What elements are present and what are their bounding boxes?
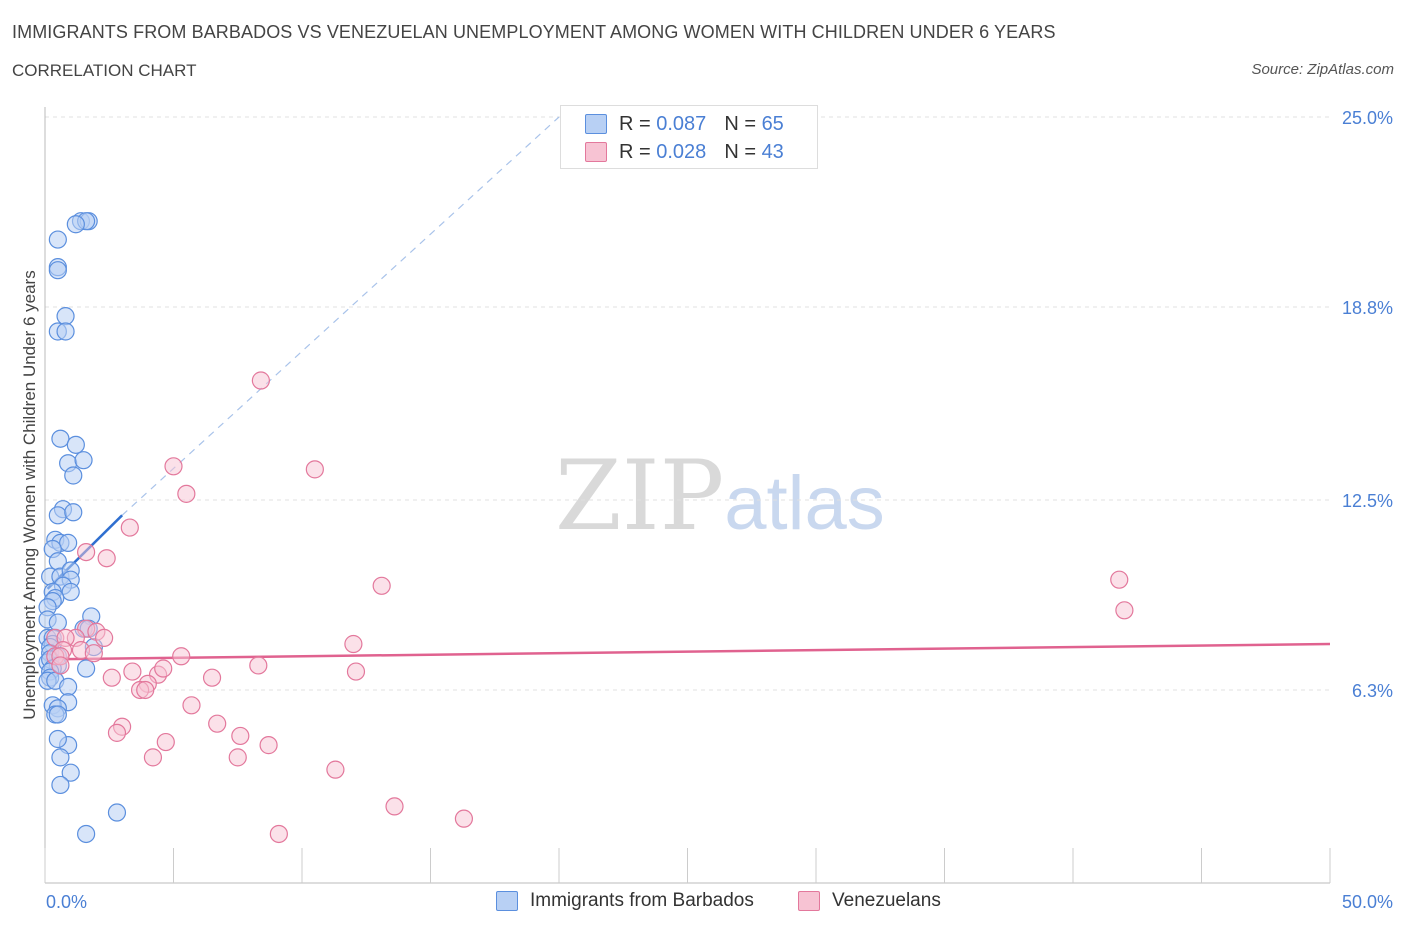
- venezuelan-point: [136, 680, 155, 700]
- barbados-point: [64, 503, 83, 522]
- y-tick-label: 6.3%: [1352, 681, 1393, 701]
- barbados-point: [61, 582, 80, 602]
- venezuelan-point: [344, 634, 363, 654]
- watermark: ZIPatlas: [555, 440, 885, 552]
- watermark-zip: ZIP: [555, 440, 725, 552]
- tick-label-layer: 6.3% 12.5% 18.8% 25.0% 0.0% 50.0%: [46, 108, 1393, 912]
- barbados-point: [66, 215, 85, 234]
- venezuelan-point: [269, 824, 288, 844]
- venezuelan-point: [97, 549, 116, 568]
- venezuelan-point: [143, 748, 163, 767]
- venezuelan-point: [164, 457, 183, 476]
- barbados-point: [59, 533, 78, 552]
- chart-subtitle: CORRELATION CHART: [12, 61, 197, 80]
- legend-swatch-barbados: [585, 114, 607, 134]
- barbados-point: [48, 705, 67, 724]
- venezuelan-point: [123, 662, 142, 681]
- venezuelan-point: [346, 662, 366, 681]
- venezuelan-point: [84, 644, 103, 663]
- legend-r-value: 0.028: [656, 140, 707, 163]
- x-tick-label-min: 0.0%: [46, 892, 87, 912]
- bottom-legend-venezuelans: Venezuelans: [798, 890, 941, 912]
- venezuelan-point: [156, 732, 175, 752]
- venezuelan-point: [249, 656, 268, 675]
- points-layer: [38, 212, 1134, 844]
- venezuelan-point: [454, 809, 474, 828]
- venezuelan-point: [1115, 601, 1134, 620]
- chart-title: IMMIGRANTS FROM BARBADOS VS VENEZUELAN U…: [12, 22, 1056, 42]
- y-tick-label: 25.0%: [1342, 108, 1393, 128]
- venezuelan-point: [154, 659, 173, 678]
- barbados-point: [107, 803, 127, 822]
- barbados-point: [48, 729, 67, 749]
- venezuelan-point: [107, 723, 127, 742]
- barbados-point: [77, 824, 96, 844]
- venezuelan-point: [77, 542, 96, 562]
- venezuelan-point: [326, 760, 345, 779]
- legend-row-venezuelans: R = 0.028 N = 43: [585, 140, 784, 164]
- y-tick-label: 12.5%: [1342, 491, 1393, 511]
- axis-layer: [44, 107, 1331, 884]
- correlation-legend: R = 0.087 N = 65 R = 0.028 N = 43: [560, 105, 818, 169]
- venezuelan-point: [208, 714, 227, 733]
- source-label: Source: ZipAtlas.com: [1251, 61, 1394, 78]
- bottom-legend-swatch-barbados: [496, 891, 518, 911]
- bottom-legend-swatch-venezuelans: [798, 891, 820, 911]
- venezuelan-point: [172, 647, 191, 666]
- barbados-point: [59, 677, 78, 697]
- barbados-point: [48, 261, 67, 280]
- bottom-legend-label-venezuelans: Venezuelans: [832, 890, 941, 911]
- legend-n-label: N =: [724, 140, 756, 163]
- barbados-point: [56, 322, 75, 341]
- trend-layer: [44, 116, 1331, 661]
- legend-n-value: 43: [761, 140, 784, 163]
- legend-n-label: N =: [724, 112, 756, 135]
- venezuelan-point: [251, 371, 270, 390]
- legend-r-label: R =: [619, 140, 651, 163]
- barbados-point: [48, 230, 67, 249]
- watermark-atlas: atlas: [724, 461, 885, 546]
- legend-n-value: 65: [761, 112, 784, 135]
- barbados-point: [61, 763, 80, 782]
- venezuelan-trend-line: [44, 642, 1331, 661]
- venezuelan-point: [259, 736, 278, 755]
- barbados-point: [66, 435, 85, 454]
- barbados-point: [51, 748, 70, 767]
- legend-row-barbados: R = 0.087 N = 65: [585, 112, 784, 136]
- barbados-point: [48, 506, 67, 525]
- venezuelan-point: [231, 726, 250, 746]
- venezuelan-point: [305, 460, 324, 479]
- venezuelan-point: [1110, 570, 1129, 589]
- barbados-point: [77, 659, 96, 678]
- barbados-point: [51, 775, 70, 795]
- x-tick-label-max: 50.0%: [1342, 892, 1393, 912]
- venezuelan-point: [202, 668, 222, 687]
- venezuelan-point: [102, 668, 121, 687]
- venezuelan-point: [95, 628, 114, 647]
- barbados-point: [74, 451, 93, 470]
- barbados-trend-extension: [121, 116, 560, 516]
- bottom-legend-barbados: Immigrants from Barbados: [496, 890, 754, 912]
- legend-swatch-venezuelans: [585, 142, 607, 162]
- legend-r-value: 0.087: [656, 112, 707, 135]
- venezuelan-point: [385, 797, 404, 816]
- barbados-point: [48, 613, 67, 632]
- y-tick-label: 18.8%: [1342, 298, 1393, 318]
- grid-layer: [45, 116, 1330, 691]
- venezuelan-point: [228, 748, 247, 767]
- legend-r-label: R =: [619, 112, 651, 135]
- venezuelan-point: [177, 484, 196, 503]
- barbados-point: [56, 307, 75, 326]
- venezuelan-point: [372, 576, 391, 595]
- barbados-point: [51, 429, 70, 448]
- venezuelan-point: [51, 656, 70, 675]
- venezuelan-point: [120, 518, 139, 537]
- venezuelan-point: [182, 696, 201, 715]
- bottom-legend-label-barbados: Immigrants from Barbados: [530, 890, 754, 911]
- barbados-point: [64, 466, 83, 485]
